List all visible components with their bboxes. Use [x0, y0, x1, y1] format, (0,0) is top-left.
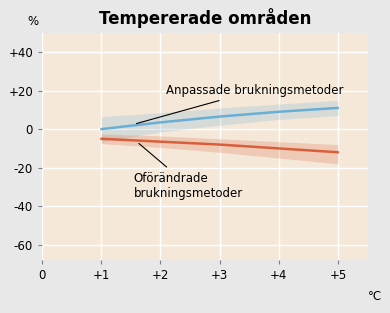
Text: %: % — [28, 15, 39, 28]
Text: Oförändrade
brukningsmetoder: Oförändrade brukningsmetoder — [134, 143, 243, 200]
Text: °C: °C — [367, 290, 382, 303]
Title: Tempererade områden: Tempererade områden — [99, 8, 311, 28]
Text: Anpassade brukningsmetoder: Anpassade brukningsmetoder — [136, 84, 344, 124]
